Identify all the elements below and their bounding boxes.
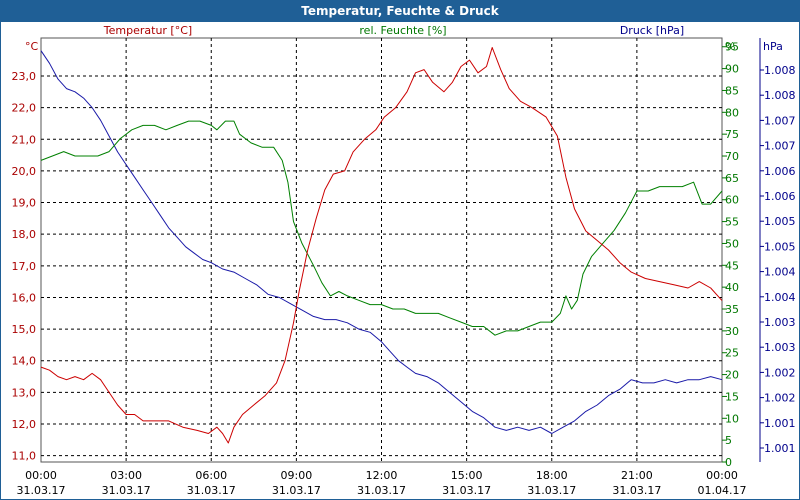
x-tick-time: 12:00 [366,469,398,482]
y-tick-humidity: 30 [725,325,739,338]
y-tick-pressure: 1.005 [764,240,796,253]
pressure-axis: 1.001 1.001 1.002 1.002 1.003 1.003 1.004 1.004… [759,38,796,462]
y-tick-pressure: 1.005 [764,215,796,228]
y-tick-humidity: 40 [725,281,739,294]
x-tick-time: 21:00 [621,469,653,482]
y-tick-humidity: 45 [725,259,739,272]
x-tick-time: 00:00 [706,469,738,482]
y-tick-humidity: 20 [725,369,739,382]
y-tick-humidity: 10 [725,412,739,425]
y-tick-humidity: 95 [725,41,739,54]
y-tick-humidity: 70 [725,150,739,163]
y-tick-humidity: 55 [725,216,739,229]
pressure-line [40,50,723,434]
humidity-axis: 0 5 10 15 20 25 30 35 40 45 50 55 60 65 70 75 80 85 90 95 [722,41,739,469]
y-tick-humidity: 0 [725,456,732,469]
y-tick-humidity: 85 [725,84,739,97]
time-axis: 00:00 31.03.17 03:00 31.03.17 06:00 31.03.17 0… [17,469,747,497]
y-tick-humidity: 65 [725,172,739,185]
y-tick-temperature: 11,0 [12,450,37,463]
x-tick-date: 31.03.17 [187,484,236,497]
y-tick-humidity: 35 [725,303,739,316]
y-tick-temperature: 12,0 [12,418,37,431]
temperature-line [40,47,723,444]
temperature-axis: 11,0 12,0 13,0 14,0 15,0 16,0 17,0 18,0 19,0 20,0… [12,70,37,463]
y-tick-humidity: 5 [725,434,732,447]
x-tick-time: 03:00 [110,469,142,482]
y-tick-temperature: 18,0 [12,228,37,241]
x-tick-time: 09:00 [281,469,313,482]
x-tick-date: 31.03.17 [17,484,66,497]
humidity-axis-label: rel. Feuchte [%] [359,24,446,37]
x-tick-date: 31.03.17 [527,484,576,497]
y-tick-humidity: 80 [725,106,739,119]
x-tick-time: 06:00 [195,469,227,482]
y-tick-pressure: 1.004 [764,291,796,304]
x-tick-date: 01.04.17 [698,484,747,497]
y-tick-pressure: 1.006 [764,190,796,203]
y-tick-pressure: 1.001 [764,417,796,430]
y-tick-pressure: 1.008 [764,64,796,77]
pressure-unit: hPa [763,40,783,53]
grid-lines [41,38,722,462]
y-tick-temperature: 14,0 [12,355,37,368]
x-tick-time: 15:00 [451,469,483,482]
y-tick-humidity: 75 [725,128,739,141]
y-tick-humidity: 60 [725,194,739,207]
y-tick-pressure: 1.008 [764,89,796,102]
y-tick-pressure: 1.007 [764,114,796,127]
temperature-axis-label: Temperatur [°C] [103,24,192,37]
y-tick-temperature: 20,0 [12,165,37,178]
x-tick-date: 31.03.17 [102,484,151,497]
y-tick-temperature: 19,0 [12,197,37,210]
y-tick-pressure: 1.002 [764,392,796,405]
y-tick-pressure: 1.001 [764,442,796,455]
series-lines [40,47,723,444]
temperature-unit: °C [25,40,39,53]
y-tick-humidity: 15 [725,390,739,403]
y-tick-pressure: 1.006 [764,165,796,178]
y-tick-pressure: 1.004 [764,266,796,279]
y-tick-temperature: 23,0 [12,70,37,83]
y-tick-pressure: 1.003 [764,316,796,329]
y-tick-temperature: 13,0 [12,386,37,399]
x-tick-date: 31.03.17 [612,484,661,497]
y-tick-humidity: 90 [725,63,739,76]
y-tick-pressure: 1.003 [764,341,796,354]
humidity-unit: % [725,40,735,53]
pressure-axis-label: Druck [hPa] [620,24,684,37]
y-tick-humidity: 50 [725,237,739,250]
x-tick-time: 18:00 [536,469,568,482]
y-tick-temperature: 22,0 [12,102,37,115]
humidity-line [40,120,723,336]
x-tick-time: 00:00 [25,469,57,482]
chart-title: Temperatur, Feuchte & Druck [1,1,799,22]
x-tick-date: 31.03.17 [442,484,491,497]
y-tick-temperature: 16,0 [12,291,37,304]
y-tick-pressure: 1.007 [764,140,796,153]
x-tick-date: 31.03.17 [357,484,406,497]
y-tick-pressure: 1.002 [764,366,796,379]
y-tick-temperature: 17,0 [12,260,37,273]
y-tick-temperature: 21,0 [12,133,37,146]
x-tick-date: 31.03.17 [272,484,321,497]
y-tick-humidity: 25 [725,347,739,360]
y-tick-temperature: 15,0 [12,323,37,336]
